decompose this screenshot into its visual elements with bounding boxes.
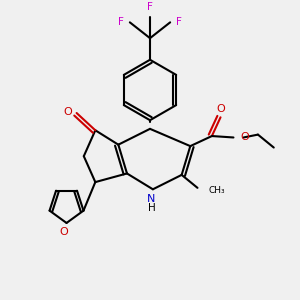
Text: CH₃: CH₃ — [208, 186, 225, 195]
Text: O: O — [216, 104, 225, 114]
Text: F: F — [118, 17, 124, 27]
Text: N: N — [147, 194, 156, 204]
Text: F: F — [176, 17, 182, 27]
Text: F: F — [147, 2, 153, 12]
Text: O: O — [241, 133, 249, 142]
Text: O: O — [59, 227, 68, 237]
Text: O: O — [64, 106, 72, 117]
Text: H: H — [148, 203, 155, 213]
